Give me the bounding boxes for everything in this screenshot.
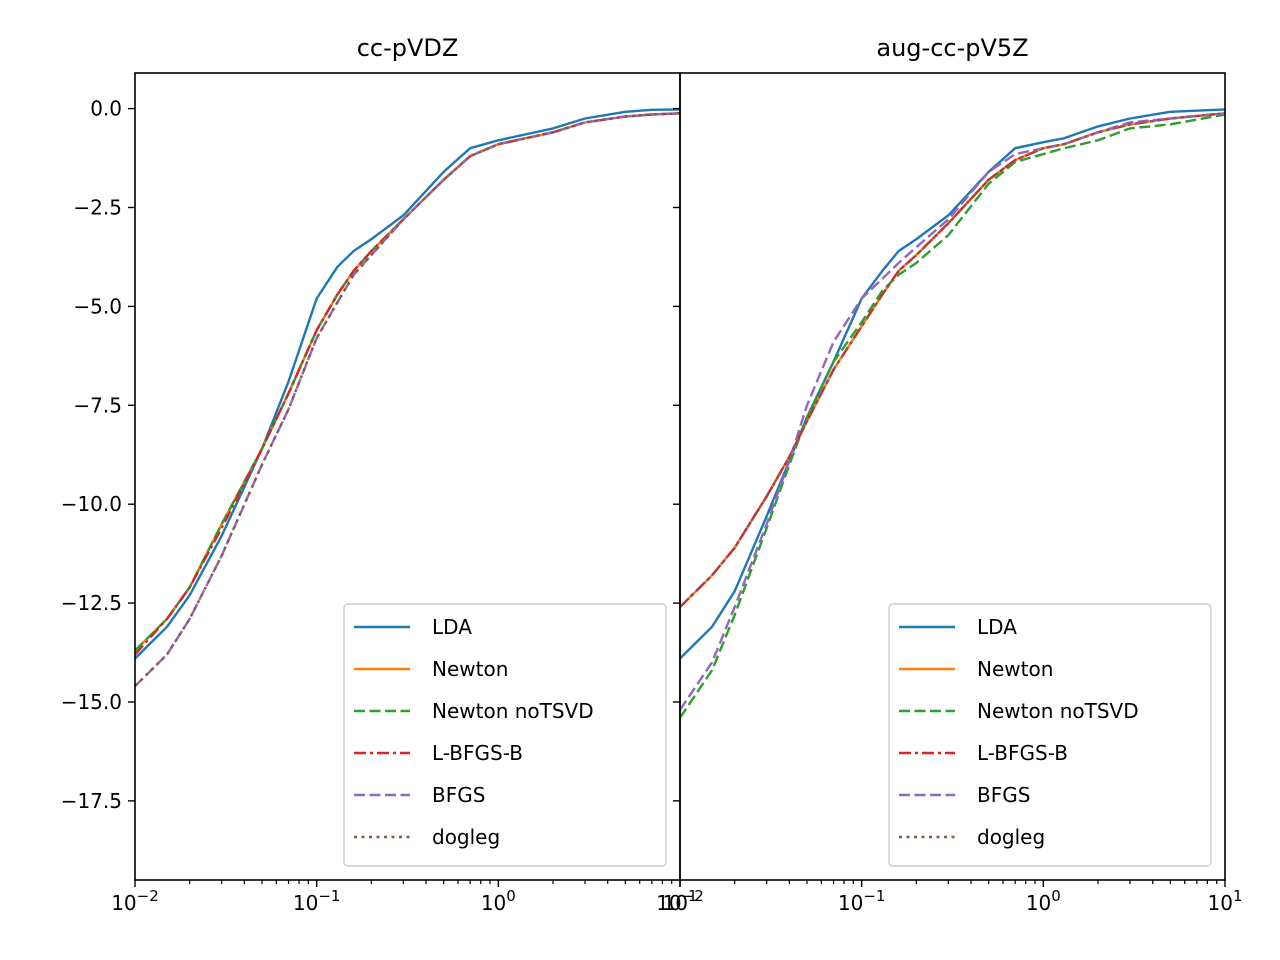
legend-label: dogleg [432, 825, 500, 849]
x-axis: 10−2 10−1 100 101 [656, 880, 1243, 915]
series-line-newton-notsvd [680, 113, 1225, 719]
x-tick-label: 10−1 [838, 887, 886, 915]
series-line-lda [680, 108, 1225, 660]
legend-label: Newton [977, 657, 1053, 681]
series-line-bfgs [680, 112, 1225, 711]
series-line-dogleg [680, 112, 1225, 608]
y-tick-label: −7.5 [73, 393, 122, 417]
x-tick-label: 10−2 [656, 887, 704, 915]
x-tick-label: 101 [663, 887, 698, 915]
panel-title: aug-cc-pV5Z [876, 34, 1028, 62]
legend-label: BFGS [432, 783, 485, 807]
x-tick-label: 10−1 [293, 887, 341, 915]
legend-label: Newton [432, 657, 508, 681]
legend-box [888, 603, 1212, 867]
y-tick-label: −15.0 [61, 690, 122, 714]
x-tick-label: 100 [481, 887, 516, 915]
x-tick-label: 100 [1026, 887, 1061, 915]
legend-label: LDA [432, 615, 472, 639]
series-line-l-bfgs-b [135, 112, 680, 656]
legend-label: L-BFGS-B [432, 741, 523, 765]
y-axis: 0.0 −2.5 −5.0 −7.5 −10.0 −12.5 −15.0 −17.5 [61, 97, 135, 813]
legend-box [343, 603, 667, 867]
plot-area [135, 108, 680, 688]
legend-label: Newton noTSVD [432, 699, 594, 723]
series-line-dogleg [135, 112, 680, 688]
legend: LDA Newton Newton noTSVD L-BFGS-B BFGS dogleg [343, 603, 667, 867]
y-tick-label: −10.0 [61, 492, 122, 516]
panel-title: cc-pVDZ [357, 34, 459, 62]
plot-area [680, 108, 1225, 719]
y-tick-label: −2.5 [73, 196, 122, 220]
y-tick-label: 0.0 [90, 97, 122, 121]
y-tick-label: −12.5 [61, 591, 122, 615]
panel-cc-pvdz: cc-pVDZ 0.0 −2.5 −5.0 −7.5 −10.0 −12.5 −15.0 −1… [61, 34, 698, 915]
x-tick-label: 10−2 [111, 887, 159, 915]
panel-aug-cc-pv5z: aug-cc-pV5Z 10−2 10−1 100 101 LDA Newton Newt… [656, 34, 1242, 915]
legend-label: L-BFGS-B [977, 741, 1068, 765]
legend-label: LDA [977, 615, 1017, 639]
legend-label: BFGS [977, 783, 1030, 807]
x-axis: 10−2 10−1 100 101 [111, 880, 698, 915]
y-tick-label: −5.0 [73, 294, 122, 318]
legend-label: Newton noTSVD [977, 699, 1139, 723]
y-tick-label: −17.5 [61, 789, 122, 813]
legend-label: dogleg [977, 825, 1045, 849]
y-axis [673, 107, 680, 802]
legend: LDA Newton Newton noTSVD L-BFGS-B BFGS dogleg [888, 603, 1212, 867]
series-line-lda [135, 108, 680, 660]
axes-frame [679, 72, 1226, 881]
x-tick-label: 101 [1208, 887, 1243, 915]
